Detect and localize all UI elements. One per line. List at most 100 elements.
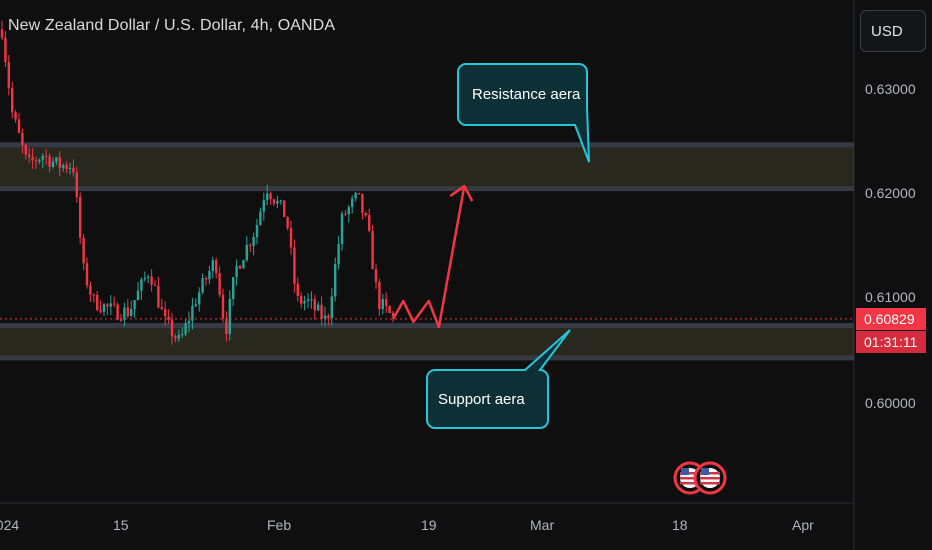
candle-down: [238, 266, 242, 269]
candle-down: [14, 112, 17, 120]
candle-down: [170, 319, 174, 337]
candle-up: [177, 334, 180, 339]
candle-down: [99, 309, 102, 312]
candle-up: [310, 299, 313, 301]
candle-up: [351, 198, 354, 208]
candle-down: [364, 213, 367, 216]
candle-down: [371, 230, 374, 270]
candle-down: [65, 164, 68, 169]
currency-button[interactable]: USD: [860, 10, 926, 52]
candle-up: [55, 157, 58, 162]
candle-down: [215, 260, 218, 274]
candle-up: [381, 299, 384, 309]
candle-down: [92, 294, 95, 296]
candle-down: [378, 281, 381, 309]
y-tick-label: 0.63000: [865, 81, 916, 97]
candle-up: [187, 320, 191, 324]
candle-down: [272, 199, 276, 204]
bar-countdown-label: 01:31:11: [856, 331, 926, 353]
candle-down: [296, 283, 299, 296]
candle-down: [34, 160, 38, 162]
candle-up: [198, 292, 201, 305]
x-tick-label: Apr: [792, 517, 814, 533]
candle-up: [68, 167, 72, 169]
us-flag-stripe: [700, 477, 720, 480]
candle-down: [388, 306, 391, 313]
x-tick-label: Feb: [267, 517, 292, 533]
us-flag-stripe: [680, 477, 700, 480]
zone-edge-bottom: [0, 186, 854, 192]
x-tick-label: 19: [421, 517, 437, 533]
candle-up: [276, 200, 279, 204]
candle-down: [374, 269, 378, 282]
candle-down: [361, 193, 364, 214]
last-price-label: 0.60829: [856, 308, 926, 330]
candle-up: [337, 244, 340, 265]
candle-down: [11, 88, 14, 113]
support-zone: [0, 325, 854, 358]
candle-down: [153, 284, 157, 286]
x-tick-label: 2024: [0, 517, 20, 533]
currency-label: USD: [871, 22, 903, 40]
y-tick-label: 0.60000: [865, 395, 916, 411]
candle-down: [225, 318, 228, 335]
candle-down: [31, 156, 34, 161]
candle-up: [140, 279, 143, 291]
candle-up: [323, 315, 327, 319]
candle-down: [96, 294, 99, 310]
candle-down: [85, 263, 89, 286]
us-flag-stripe: [700, 472, 720, 475]
zone-edge-bottom: [0, 355, 854, 361]
candle-down: [218, 273, 221, 295]
candle-up: [235, 266, 238, 278]
candle-up: [255, 225, 259, 238]
candle-down: [269, 193, 272, 200]
candle-down: [160, 307, 163, 310]
candle-down: [24, 144, 27, 155]
candle-down: [126, 307, 129, 316]
candle-down: [28, 154, 31, 157]
zone-edge-top: [0, 323, 854, 329]
candle-down: [17, 119, 21, 133]
candle-up: [201, 277, 204, 293]
candle-down: [7, 62, 10, 89]
candle-up: [340, 213, 344, 245]
candle-up: [194, 304, 197, 307]
candle-up: [259, 211, 262, 226]
projection-arrowhead: [449, 184, 474, 202]
candle-down: [344, 213, 347, 215]
candle-down: [283, 200, 286, 217]
candle-up: [109, 303, 112, 307]
candle-up: [143, 277, 146, 280]
candle-down: [157, 285, 160, 308]
candle-down: [48, 156, 51, 167]
candle-up: [130, 309, 133, 316]
candle-up: [317, 304, 320, 311]
candle-up: [123, 307, 126, 320]
support-callout: [426, 329, 571, 429]
resistance-callout: [457, 63, 590, 163]
x-tick-label: 15: [113, 517, 129, 533]
candle-down: [249, 245, 252, 247]
candle-down: [113, 303, 116, 305]
candle-up: [242, 260, 245, 269]
y-tick-label: 0.61000: [865, 289, 916, 305]
resistance-callout-text: Resistance aera: [472, 86, 581, 103]
candle-up: [211, 260, 214, 272]
candle-up: [245, 245, 248, 261]
candle-up: [347, 207, 350, 215]
candle-down: [320, 304, 323, 319]
candle-up: [133, 300, 136, 310]
candle-up: [262, 200, 265, 212]
candle-up: [51, 161, 55, 167]
candle-down: [116, 304, 119, 320]
candle-up: [184, 323, 187, 335]
y-tick-label: 0.62000: [865, 185, 916, 201]
candle-up: [62, 164, 65, 168]
support-callout-text: Support aera: [438, 391, 525, 408]
us-flag-stripe: [700, 482, 720, 485]
candle-down: [293, 247, 296, 284]
candle-down: [204, 277, 208, 280]
candle-up: [330, 296, 333, 319]
